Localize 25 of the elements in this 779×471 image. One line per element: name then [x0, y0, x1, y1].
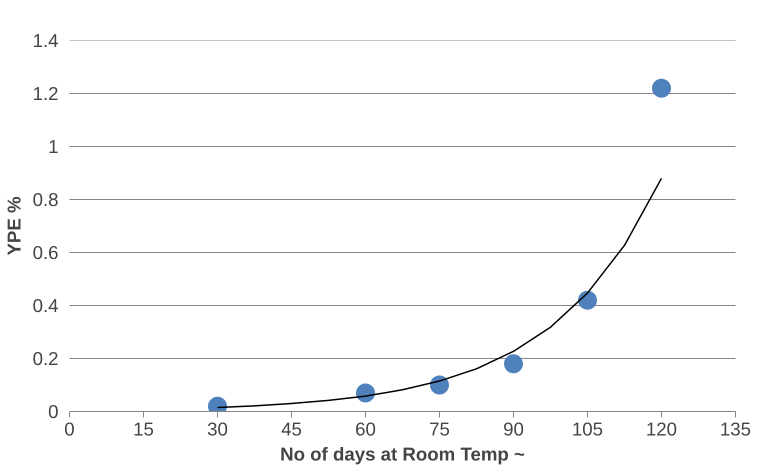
- x-axis-title: No of days at Room Temp ~: [280, 444, 526, 464]
- point: [356, 383, 375, 402]
- x-tick-label: 60: [355, 418, 376, 440]
- y-tick-label: 0.4: [32, 295, 59, 316]
- point: [578, 290, 597, 310]
- x-tick-label: 105: [572, 418, 604, 440]
- y-tick-label: 1.2: [32, 83, 59, 104]
- y-tick-label: 1.4: [32, 30, 59, 51]
- y-tick-label: 0.2: [32, 348, 59, 369]
- x-tick-label: 135: [720, 418, 752, 440]
- x-tick-label: 75: [429, 418, 450, 440]
- x-tick-label: 90: [503, 418, 524, 440]
- x-tick-label: 120: [646, 418, 678, 440]
- y-tick-label: 0.8: [32, 189, 59, 210]
- y-tick-label: 0.6: [32, 242, 59, 263]
- point: [504, 354, 523, 374]
- x-tick-label: 30: [207, 418, 228, 440]
- y-tick-label: 1: [48, 136, 59, 157]
- point: [430, 376, 449, 394]
- x-tick-label: 45: [281, 418, 302, 440]
- y-axis-title: YPE %: [4, 196, 25, 256]
- y-tick-label: 0: [48, 401, 59, 422]
- x-tick-label: 0: [64, 418, 75, 440]
- point: [652, 78, 671, 98]
- x-tick-label: 15: [133, 418, 154, 440]
